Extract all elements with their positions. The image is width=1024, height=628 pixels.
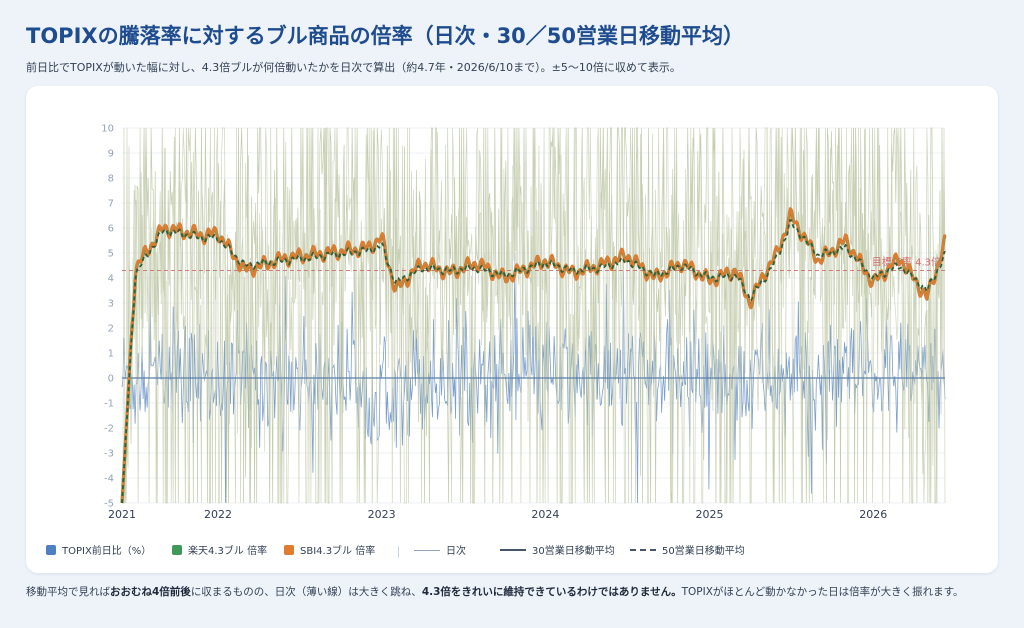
target-label: 目標倍率 4.3倍 bbox=[872, 256, 941, 269]
x-tick-label: 2022 bbox=[204, 508, 232, 521]
x-tick-label: 2026 bbox=[859, 508, 887, 521]
x-tick-label: 2021 bbox=[108, 508, 136, 521]
y-tick-label: -5 bbox=[104, 499, 114, 510]
y-tick-label: -4 bbox=[104, 474, 114, 485]
legend-label-daily: 日次 bbox=[446, 546, 466, 557]
y-tick-label: 7 bbox=[108, 199, 114, 210]
legend-item-sbi[interactable]: SBI4.3ブル 倍率 bbox=[284, 544, 375, 560]
y-tick-label: 2 bbox=[108, 324, 114, 335]
footnote-part-1: 移動平均で見れば bbox=[26, 586, 110, 598]
y-tick-label: 3 bbox=[108, 299, 114, 310]
x-tick-label: 2023 bbox=[368, 508, 396, 521]
series-sbi-daily bbox=[121, 127, 946, 504]
y-tick-label: 0 bbox=[108, 374, 114, 385]
legend-label-topix: TOPIX前日比（%） bbox=[62, 546, 152, 557]
legend-line-ma30 bbox=[500, 549, 526, 551]
legend-swatch-sbi bbox=[284, 545, 294, 555]
y-tick-label: -1 bbox=[104, 399, 114, 410]
footnote: 移動平均で見ればおおむね4倍前後に収まるものの、日次（薄い線）は大きく跳ね、4.… bbox=[26, 584, 964, 599]
legend-item-daily[interactable]: 日次 bbox=[414, 544, 466, 560]
legend-item-rakuten[interactable]: 楽天4.3ブル 倍率 bbox=[172, 544, 267, 560]
footnote-part-3: TOPIXがほとんど動かなかった日は倍率が大きく振れます。 bbox=[681, 586, 964, 598]
footnote-part-2: に収まるものの、日次（薄い線）は大きく跳ね、 bbox=[190, 586, 422, 598]
y-tick-label: -2 bbox=[104, 424, 114, 435]
legend-line-ma50 bbox=[630, 549, 656, 551]
y-tick-label: 8 bbox=[108, 174, 114, 185]
y-tick-label: 10 bbox=[101, 124, 114, 135]
page-subtitle: 前日比でTOPIXが動いた幅に対し、4.3倍ブルが何倍動いたかを日次で算出（約4… bbox=[26, 61, 681, 74]
legend-item-topix[interactable]: TOPIX前日比（%） bbox=[46, 544, 151, 560]
footnote-bold-1: おおむね4倍前後 bbox=[110, 586, 191, 598]
page-title: TOPIXの騰落率に対するブル商品の倍率（日次・30／50営業日移動平均） bbox=[26, 24, 745, 48]
legend-label-ma50: 50営業日移動平均 bbox=[662, 546, 745, 557]
footnote-bold-2: 4.3倍をきれいに維持できているわけではありません。 bbox=[421, 586, 682, 598]
x-tick-label: 2025 bbox=[696, 508, 724, 521]
chart-card: 目標倍率 4.3倍 10 9 8 7 6 5 4 3 2 1 0 -1 -2 -3 -4 -5 2021 202… bbox=[26, 86, 998, 573]
series-ma50 bbox=[121, 218, 946, 504]
legend-item-ma30[interactable]: 30営業日移動平均 bbox=[500, 544, 615, 560]
legend-line-daily bbox=[414, 550, 440, 551]
legend-label-sbi: SBI4.3ブル 倍率 bbox=[300, 546, 376, 557]
legend-label-ma30: 30営業日移動平均 bbox=[532, 546, 615, 557]
y-tick-label: 5 bbox=[108, 249, 114, 260]
legend-swatch-rakuten bbox=[172, 545, 182, 555]
y-tick-label: 6 bbox=[108, 224, 114, 235]
y-tick-label: 4 bbox=[108, 274, 114, 285]
x-tick-label: 2024 bbox=[531, 508, 559, 521]
legend-label-rakuten: 楽天4.3ブル 倍率 bbox=[188, 546, 268, 557]
y-tick-label: 9 bbox=[108, 149, 114, 160]
chart-legend: TOPIX前日比（%） 楽天4.3ブル 倍率 SBI4.3ブル 倍率 日次 30… bbox=[46, 544, 986, 562]
y-tick-label: 1 bbox=[108, 349, 114, 360]
legend-item-ma50[interactable]: 50営業日移動平均 bbox=[630, 544, 745, 560]
series-topix-daily bbox=[121, 252, 946, 504]
y-tick-label: -3 bbox=[104, 449, 114, 460]
legend-swatch-topix bbox=[46, 545, 56, 555]
legend-separator bbox=[398, 546, 399, 558]
